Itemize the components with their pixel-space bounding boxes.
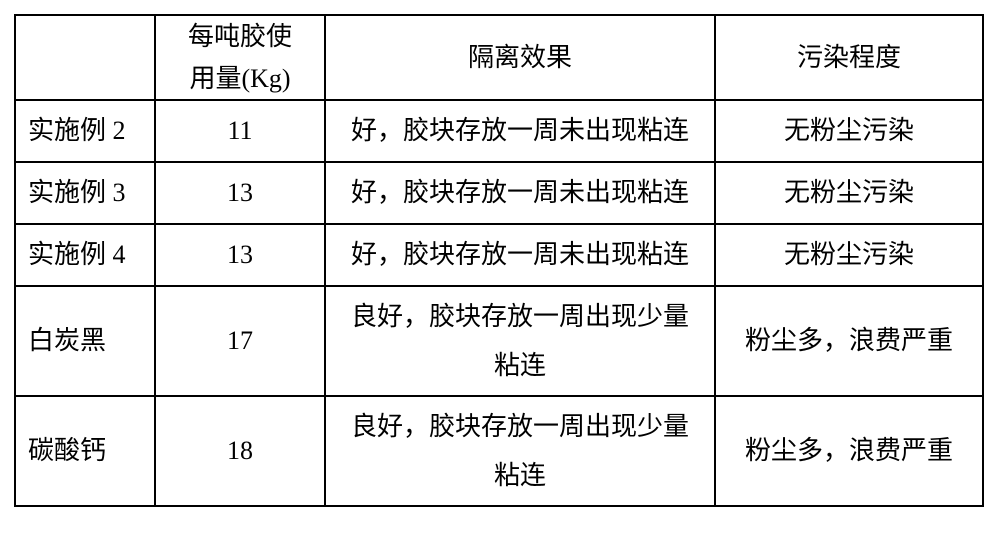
- cell-pollution: 无粉尘污染: [715, 162, 983, 224]
- cell-effect: 好，胶块存放一周未出现粘连: [325, 224, 715, 286]
- cell-amount: 13: [155, 224, 325, 286]
- table-row: 碳酸钙 18 良好，胶块存放一周出现少量 粘连 粉尘多，浪费严重: [15, 396, 983, 506]
- cell-effect-line2: 粘连: [494, 351, 546, 380]
- cell-pollution: 无粉尘污染: [715, 224, 983, 286]
- cell-pollution: 无粉尘污染: [715, 100, 983, 162]
- table-row: 实施例 4 13 好，胶块存放一周未出现粘连 无粉尘污染: [15, 224, 983, 286]
- comparison-table: 每吨胶使 用量(Kg) 隔离效果 污染程度 实施例 2 11 好，胶块存放一周未…: [14, 14, 984, 507]
- cell-effect: 好，胶块存放一周未出现粘连: [325, 100, 715, 162]
- cell-effect-line2: 粘连: [494, 461, 546, 490]
- table-row: 白炭黑 17 良好，胶块存放一周出现少量 粘连 粉尘多，浪费严重: [15, 286, 983, 396]
- cell-name: 实施例 3: [15, 162, 155, 224]
- hdr-amount-line1: 每吨胶使: [188, 22, 292, 51]
- hdr-effect: 隔离效果: [325, 15, 715, 100]
- table-row: 实施例 3 13 好，胶块存放一周未出现粘连 无粉尘污染: [15, 162, 983, 224]
- hdr-blank: [15, 15, 155, 100]
- cell-name: 实施例 4: [15, 224, 155, 286]
- cell-effect-line1: 良好，胶块存放一周出现少量: [351, 412, 689, 441]
- cell-pollution: 粉尘多，浪费严重: [715, 396, 983, 506]
- hdr-pollution: 污染程度: [715, 15, 983, 100]
- cell-amount: 17: [155, 286, 325, 396]
- cell-pollution: 粉尘多，浪费严重: [715, 286, 983, 396]
- cell-effect: 好，胶块存放一周未出现粘连: [325, 162, 715, 224]
- hdr-amount-line2: 用量(Kg): [189, 64, 290, 93]
- cell-amount: 11: [155, 100, 325, 162]
- table-header-row: 每吨胶使 用量(Kg) 隔离效果 污染程度: [15, 15, 983, 100]
- cell-name: 白炭黑: [15, 286, 155, 396]
- cell-amount: 18: [155, 396, 325, 506]
- hdr-amount: 每吨胶使 用量(Kg): [155, 15, 325, 100]
- cell-name: 碳酸钙: [15, 396, 155, 506]
- cell-effect: 良好，胶块存放一周出现少量 粘连: [325, 396, 715, 506]
- cell-effect-line1: 良好，胶块存放一周出现少量: [351, 302, 689, 331]
- cell-amount: 13: [155, 162, 325, 224]
- cell-name: 实施例 2: [15, 100, 155, 162]
- cell-effect: 良好，胶块存放一周出现少量 粘连: [325, 286, 715, 396]
- table-row: 实施例 2 11 好，胶块存放一周未出现粘连 无粉尘污染: [15, 100, 983, 162]
